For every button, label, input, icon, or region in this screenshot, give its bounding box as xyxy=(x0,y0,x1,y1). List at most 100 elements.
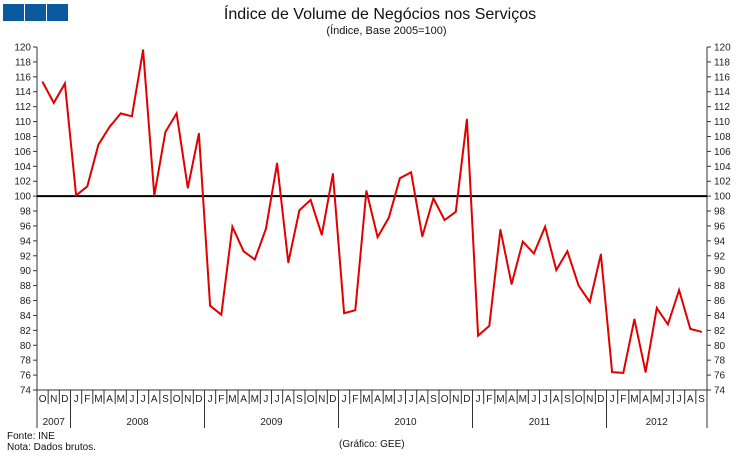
data-point xyxy=(332,172,334,175)
y-tick-label-left: 96 xyxy=(20,221,32,232)
data-point xyxy=(410,171,412,174)
y-tick-label-left: 78 xyxy=(20,356,32,367)
data-point xyxy=(164,131,167,133)
x-month-label: M xyxy=(362,394,370,405)
x-month-label: J xyxy=(129,394,134,405)
y-tick-label-right: 82 xyxy=(714,326,726,337)
data-point xyxy=(220,313,223,316)
x-month-label: D xyxy=(61,394,68,405)
data-point xyxy=(544,225,546,228)
x-month-label: D xyxy=(195,394,202,405)
x-month-label: J xyxy=(397,394,402,405)
y-tick-label-left: 108 xyxy=(14,132,31,143)
x-month-label: A xyxy=(419,394,426,405)
data-point xyxy=(86,185,89,188)
x-month-label: J xyxy=(543,394,548,405)
y-tick-label-right: 102 xyxy=(714,177,731,188)
x-month-label: A xyxy=(642,394,649,405)
x-month-label: O xyxy=(441,394,449,405)
y-tick-label-left: 84 xyxy=(20,311,32,322)
x-month-label: J xyxy=(141,394,146,405)
x-month-label: S xyxy=(698,394,705,405)
x-month-label: N xyxy=(50,394,57,405)
y-tick-label-left: 76 xyxy=(20,371,32,382)
data-point xyxy=(64,82,66,85)
y-tick-label-right: 112 xyxy=(714,102,730,113)
y-tick-label-left: 120 xyxy=(14,43,31,54)
y-tick-label-left: 74 xyxy=(20,386,32,397)
x-month-label: S xyxy=(296,394,303,405)
x-month-label: M xyxy=(94,394,102,405)
data-point xyxy=(667,323,669,326)
data-point xyxy=(499,228,502,231)
y-tick-label-right: 120 xyxy=(714,43,731,54)
x-year-label: 2011 xyxy=(529,417,551,428)
x-year-label: 2007 xyxy=(43,417,66,428)
y-tick-label-left: 114 xyxy=(15,87,31,98)
data-point xyxy=(466,118,468,121)
data-point xyxy=(108,125,111,128)
y-tick-label-right: 100 xyxy=(714,192,731,203)
data-point xyxy=(477,334,479,337)
data-point xyxy=(376,236,379,238)
y-tick-label-right: 106 xyxy=(714,147,731,158)
x-month-label: N xyxy=(586,394,593,405)
y-tick-label-right: 76 xyxy=(714,371,726,382)
x-month-label: S xyxy=(162,394,169,405)
x-month-label: O xyxy=(173,394,181,405)
x-month-label: F xyxy=(218,394,224,405)
data-point xyxy=(387,216,390,219)
y-tick-label-right: 98 xyxy=(714,207,726,218)
data-point xyxy=(320,234,323,236)
data-point xyxy=(454,210,457,213)
x-month-label: J xyxy=(208,394,213,405)
logo-block xyxy=(3,4,24,21)
logo-block xyxy=(47,4,68,21)
x-month-label: M xyxy=(228,394,236,405)
x-month-label: O xyxy=(39,394,47,405)
data-point xyxy=(678,289,680,291)
x-month-label: J xyxy=(665,394,670,405)
y-tick-label-left: 90 xyxy=(20,266,32,277)
x-month-label: S xyxy=(564,394,571,405)
data-point xyxy=(611,371,613,373)
data-point xyxy=(689,328,692,330)
data-point xyxy=(298,209,301,212)
data-point xyxy=(142,49,144,51)
x-month-label: A xyxy=(285,394,292,405)
y-tick-label-right: 90 xyxy=(714,266,726,277)
data-point xyxy=(276,162,278,165)
data-point xyxy=(566,250,569,253)
data-point xyxy=(265,228,267,230)
x-month-label: A xyxy=(374,394,381,405)
x-month-label: D xyxy=(597,394,604,405)
x-month-label: O xyxy=(307,394,315,405)
x-month-label: N xyxy=(318,394,325,405)
data-point xyxy=(198,132,200,135)
y-tick-label-right: 118 xyxy=(714,57,730,68)
y-tick-label-left: 86 xyxy=(20,296,32,307)
y-tick-label-left: 100 xyxy=(14,192,31,203)
x-month-label: J xyxy=(263,394,268,405)
data-point xyxy=(644,371,647,373)
x-month-label: M xyxy=(117,394,125,405)
data-point xyxy=(555,269,558,271)
data-point xyxy=(588,301,591,303)
data-point xyxy=(432,197,435,200)
y-tick-label-right: 86 xyxy=(714,296,726,307)
data-point xyxy=(343,312,345,314)
y-tick-label-left: 80 xyxy=(20,341,32,352)
x-month-label: O xyxy=(575,394,583,405)
credit-note: (Gráfico: GEE) xyxy=(339,439,405,450)
data-point xyxy=(354,309,357,312)
data-point xyxy=(533,252,535,255)
x-month-label: F xyxy=(352,394,358,405)
data-point xyxy=(421,235,424,238)
data-point xyxy=(242,250,245,253)
data-point xyxy=(153,194,156,197)
x-month-label: J xyxy=(677,394,682,405)
y-tick-label-right: 94 xyxy=(714,236,726,247)
data-point xyxy=(209,304,211,307)
